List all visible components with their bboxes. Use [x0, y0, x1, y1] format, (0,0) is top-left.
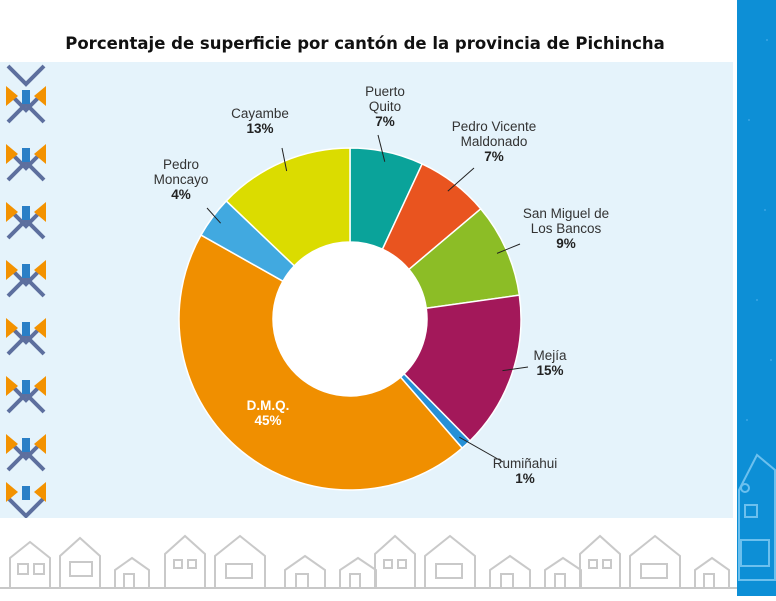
leader-line-7	[281, 147, 288, 172]
house-outline-icon	[738, 39, 776, 581]
leader-line-2	[496, 243, 521, 254]
slice-label-6: Pedro Moncayo 4%	[154, 157, 209, 202]
leader-line-4	[459, 436, 504, 463]
slice-label-0: Puerto Quito 7%	[365, 84, 405, 129]
chart-title: Porcentaje de superficie por cantón de l…	[65, 34, 665, 53]
slice-label-4: Rumiñahui 1%	[493, 456, 558, 486]
decorative-pattern	[6, 64, 46, 518]
leader-line-6	[206, 207, 222, 224]
leader-line-1	[447, 167, 475, 192]
slice-label-1: Pedro Vicente Maldonado 7%	[452, 119, 537, 164]
houses-footer	[0, 534, 737, 589]
slice-label-5: D.M.Q. 45%	[247, 398, 290, 428]
side-blue-strip	[737, 0, 776, 596]
donut-chart: Puerto Quito 7% Pedro Vicente Maldonado 7% San…	[154, 84, 609, 491]
donut-hole	[273, 242, 427, 396]
slice-label-7: Cayambe 13%	[231, 106, 289, 136]
slice-label-2: San Miguel de Los Bancos 9%	[523, 206, 609, 251]
slice-label-3: Mejía 15%	[533, 348, 567, 378]
leader-line-0	[377, 134, 386, 162]
leader-line-3	[502, 366, 529, 372]
